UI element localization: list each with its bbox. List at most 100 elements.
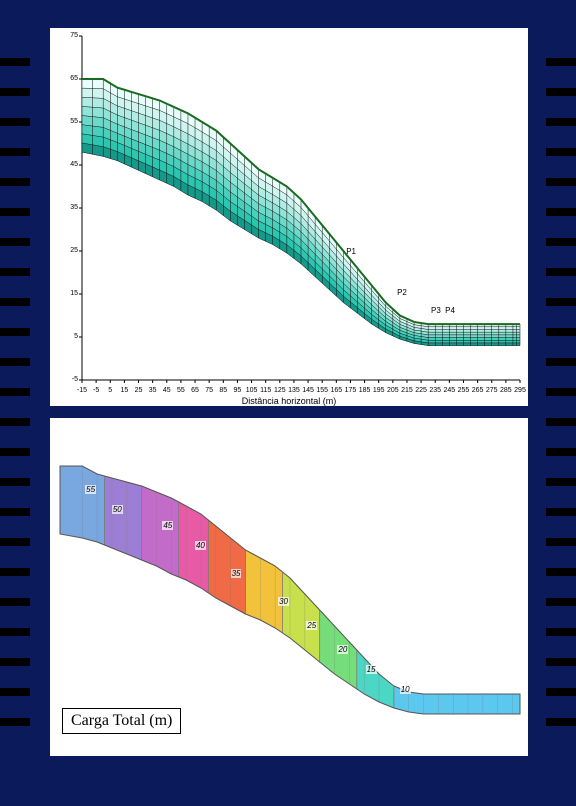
x-tick-label: 175 [345,387,357,394]
side-bar [0,538,30,546]
side-bar [0,718,30,726]
side-bars-right [546,0,576,806]
point-label: P1 [346,247,356,256]
side-bar [546,298,576,306]
x-tick-label: 255 [458,387,470,394]
side-bar [546,328,576,336]
x-tick-label: -5 [93,387,99,394]
side-bar [546,598,576,606]
x-tick-label: 35 [149,387,157,394]
x-tick-label: 295 [514,387,526,394]
y-tick-label: 15 [70,290,78,297]
y-tick-label: 65 [70,75,78,82]
side-bars-left [0,0,30,806]
side-bar [0,508,30,516]
x-tick-label: 145 [302,387,314,394]
x-tick-label: 205 [387,387,399,394]
side-bar [0,118,30,126]
contour-label: 20 [337,645,348,654]
side-bar [0,448,30,456]
contour-label: 50 [112,505,123,514]
x-tick-label: 185 [359,387,371,394]
side-bar [546,658,576,666]
x-tick-label: -15 [77,387,87,394]
side-bar [0,568,30,576]
side-bar [0,298,30,306]
x-tick-label: 55 [177,387,185,394]
x-tick-label: 285 [500,387,512,394]
y-tick-label: 35 [70,204,78,211]
side-bar [0,88,30,96]
x-tick-label: 195 [373,387,385,394]
side-bar [0,418,30,426]
caption-text: Carga Total (m) [71,712,172,729]
side-bar [546,568,576,576]
x-tick-label: 245 [444,387,456,394]
x-tick-label: 155 [316,387,328,394]
x-tick-label: 165 [330,387,342,394]
bottom-chart: Carga Total (m) 55504540353025201510 [50,418,528,756]
x-tick-label: 95 [234,387,242,394]
side-bar [0,148,30,156]
point-label: P3 [431,306,441,315]
side-bar [546,208,576,216]
x-tick-label: 85 [219,387,227,394]
side-bar [546,388,576,396]
side-bar [0,238,30,246]
top-xlabel: Distância horizontal (m) [242,396,337,406]
side-bar [0,328,30,336]
x-tick-label: 125 [274,387,286,394]
point-label: P2 [397,288,407,297]
side-bar [0,628,30,636]
y-tick-label: 45 [70,161,78,168]
side-bar [0,58,30,66]
x-tick-label: 25 [135,387,143,394]
y-tick-label: 55 [70,118,78,125]
side-bar [546,148,576,156]
side-bar [546,238,576,246]
side-bar [0,208,30,216]
side-bar [546,478,576,486]
side-bar [0,268,30,276]
top-chart: Distância horizontal (m) -5 5 15 25 35 45 55 65… [50,28,528,406]
x-tick-label: 65 [191,387,199,394]
x-tick-label: 265 [472,387,484,394]
contour-label: 40 [195,541,206,550]
x-tick-label: 105 [246,387,258,394]
top-chart-svg [50,28,528,406]
bottom-chart-svg [50,418,528,756]
caption-box: Carga Total (m) [62,708,181,734]
x-tick-label: 15 [120,387,128,394]
side-bar [546,418,576,426]
x-tick-label: 45 [163,387,171,394]
contour-label: 15 [366,665,377,674]
x-tick-label: 5 [108,387,112,394]
side-bar [546,358,576,366]
side-bar [546,88,576,96]
contour-label: 55 [85,485,96,494]
x-tick-label: 215 [401,387,413,394]
y-tick-label: 5 [74,333,78,340]
side-bar [546,688,576,696]
side-bar [546,268,576,276]
contour-label: 45 [162,521,173,530]
y-tick-label: 25 [70,247,78,254]
x-tick-label: 225 [415,387,427,394]
x-tick-label: 135 [288,387,300,394]
side-bar [546,178,576,186]
x-tick-label: 235 [429,387,441,394]
side-bar [546,448,576,456]
side-bar [0,658,30,666]
y-tick-label: 75 [70,32,78,39]
side-bar [546,628,576,636]
contour-label: 35 [231,569,242,578]
side-bar [0,478,30,486]
side-bar [546,508,576,516]
side-bar [546,538,576,546]
x-tick-label: 115 [260,387,271,394]
point-label: P4 [445,306,455,315]
contour-label: 25 [306,621,317,630]
side-bar [546,718,576,726]
x-tick-label: 75 [205,387,213,394]
side-bar [0,178,30,186]
